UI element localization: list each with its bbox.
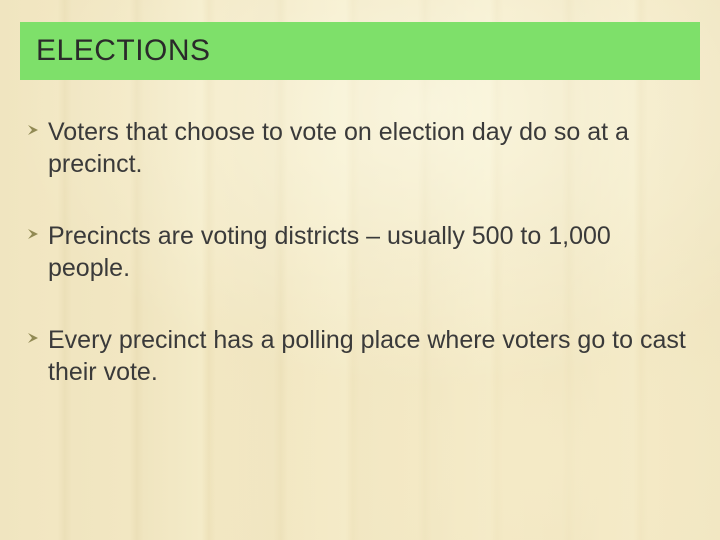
list-item: Every precinct has a polling place where… <box>26 324 690 388</box>
bullet-icon <box>26 331 46 345</box>
slide-title: ELECTIONS <box>36 34 684 68</box>
title-bar: ELECTIONS <box>20 22 700 80</box>
bullet-text: Every precinct has a polling place where… <box>48 324 690 388</box>
content-area: Voters that choose to vote on election d… <box>20 116 700 388</box>
slide: ELECTIONS Voters that choose to vote on … <box>0 0 720 540</box>
list-item: Voters that choose to vote on election d… <box>26 116 690 180</box>
list-item: Precincts are voting districts – usually… <box>26 220 690 284</box>
bullet-text: Precincts are voting districts – usually… <box>48 220 690 284</box>
bullet-text: Voters that choose to vote on election d… <box>48 116 690 180</box>
bullet-icon <box>26 227 46 241</box>
bullet-icon <box>26 123 46 137</box>
